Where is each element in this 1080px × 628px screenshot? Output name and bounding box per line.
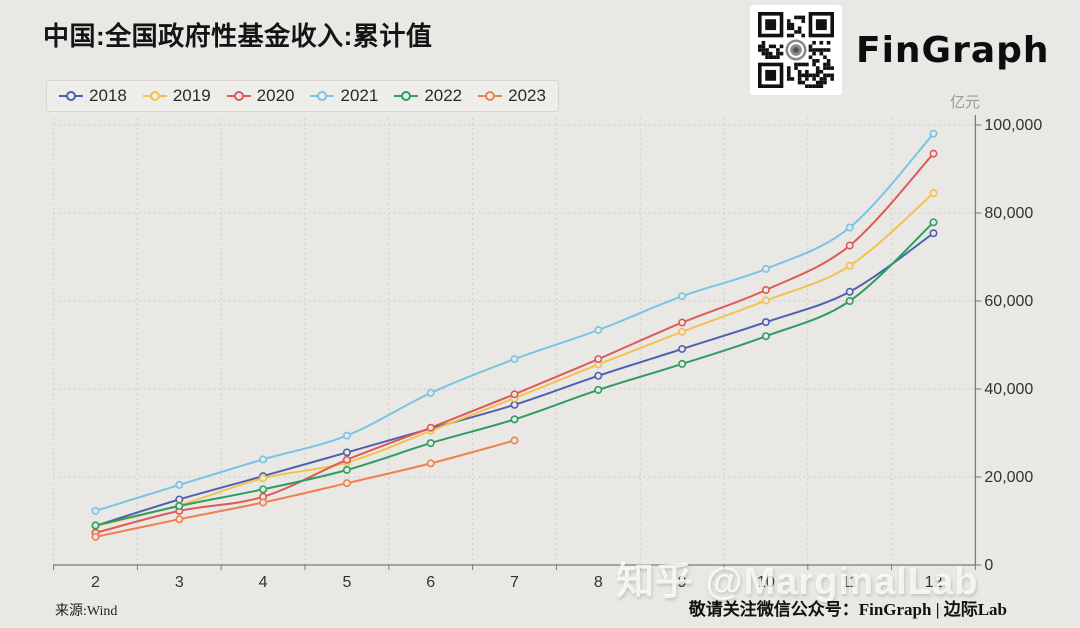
legend-marker-icon xyxy=(310,91,335,102)
brand-logo-text: FinGraph xyxy=(856,29,1050,71)
data-point-marker xyxy=(175,502,184,511)
data-point-marker xyxy=(91,521,100,530)
x-axis-tick-label: 8 xyxy=(594,574,603,591)
x-axis-tick-label: 4 xyxy=(259,574,268,591)
data-point-marker xyxy=(761,285,770,294)
y-axis-tick-label: 0 xyxy=(984,557,993,574)
data-point-marker xyxy=(594,371,603,380)
legend-item-2022[interactable]: 2022 xyxy=(394,86,462,106)
data-point-marker xyxy=(510,355,519,364)
legend-marker-icon xyxy=(142,91,167,102)
data-point-marker xyxy=(426,388,435,397)
data-point-marker xyxy=(510,390,519,399)
data-point-marker xyxy=(929,189,938,198)
data-point-marker xyxy=(594,326,603,335)
x-axis-tick-label: 5 xyxy=(342,574,351,591)
data-point-marker xyxy=(845,261,854,270)
y-axis-tick-label: 60,000 xyxy=(984,293,1033,310)
data-point-marker xyxy=(845,241,854,250)
data-point-marker xyxy=(929,129,938,138)
data-point-marker xyxy=(259,455,268,464)
data-point-marker xyxy=(175,515,184,524)
y-axis-tick-label: 100,000 xyxy=(984,117,1042,134)
data-source-label: 来源:Wind xyxy=(55,604,118,619)
data-point-marker xyxy=(342,455,351,464)
legend-item-2020[interactable]: 2020 xyxy=(226,86,295,106)
legend-label: 2023 xyxy=(508,86,546,105)
legend-marker-icon xyxy=(394,91,419,102)
data-point-marker xyxy=(426,423,435,432)
data-point-marker xyxy=(929,149,938,158)
chart-legend: 2018 2019 2020 2021 2022 2023 xyxy=(46,80,559,112)
legend-item-2023[interactable]: 2023 xyxy=(478,86,546,106)
data-point-marker xyxy=(761,318,770,327)
x-axis-tick-label: 10 xyxy=(757,574,775,591)
data-point-marker xyxy=(510,436,519,445)
data-point-marker xyxy=(510,415,519,424)
data-point-marker xyxy=(259,485,268,494)
x-axis-tick-label: 7 xyxy=(510,574,519,591)
data-point-marker xyxy=(175,480,184,489)
data-point-marker xyxy=(91,532,100,541)
data-point-marker xyxy=(761,296,770,305)
series-line-2023 xyxy=(95,439,515,538)
x-axis-tick-label: 9 xyxy=(678,574,687,591)
data-point-marker xyxy=(342,479,351,488)
legend-item-2019[interactable]: 2019 xyxy=(142,86,211,106)
data-point-marker xyxy=(845,287,854,296)
data-point-marker xyxy=(845,296,854,305)
y-axis-unit-label: 亿元 xyxy=(950,94,981,111)
data-point-marker xyxy=(342,465,351,474)
data-point-marker xyxy=(342,448,351,457)
data-point-marker xyxy=(929,229,938,238)
data-point-marker xyxy=(259,498,268,507)
y-axis-tick-label: 20,000 xyxy=(984,469,1033,486)
data-point-marker xyxy=(678,327,687,336)
data-point-marker xyxy=(426,459,435,468)
qr-code xyxy=(750,5,842,95)
data-point-marker xyxy=(845,223,854,232)
data-point-marker xyxy=(761,332,770,341)
qr-code-pattern xyxy=(758,12,834,88)
wechat-follow-note: 敬请关注微信公众号：FinGraph | 边际Lab xyxy=(689,595,1007,620)
data-point-marker xyxy=(426,439,435,448)
data-point-marker xyxy=(678,344,687,353)
x-axis-tick-label: 2 xyxy=(91,574,100,591)
wechat-follow-prefix: 敬请关注微信公众号： xyxy=(688,600,859,619)
brand-block: FinGraph xyxy=(750,5,1050,95)
data-point-marker xyxy=(678,359,687,368)
data-point-marker xyxy=(678,318,687,327)
legend-label: 2021 xyxy=(340,86,379,105)
chart-title: 中国:全国政府性基金收入:累计值 xyxy=(43,21,433,51)
legend-label: 2018 xyxy=(89,86,127,105)
data-point-marker xyxy=(91,506,100,515)
y-axis-tick-label: 40,000 xyxy=(984,381,1033,398)
wechat-account-name: FinGraph | 边际Lab xyxy=(858,600,1007,619)
x-axis-tick-label: 11 xyxy=(841,574,858,591)
y-axis-tick-label: 80,000 xyxy=(984,205,1033,222)
legend-item-2021[interactable]: 2021 xyxy=(310,86,378,106)
legend-marker-icon xyxy=(478,91,503,102)
data-point-marker xyxy=(761,264,770,273)
legend-item-2018[interactable]: 2018 xyxy=(59,86,127,106)
legend-label: 2020 xyxy=(256,86,295,105)
data-point-marker xyxy=(342,431,351,440)
data-point-marker xyxy=(929,218,938,227)
data-point-marker xyxy=(594,355,603,364)
data-point-marker xyxy=(678,292,687,301)
x-axis-tick-label: 6 xyxy=(426,574,435,591)
legend-marker-icon xyxy=(59,91,83,102)
data-point-marker xyxy=(594,385,603,394)
data-point-marker xyxy=(259,474,268,483)
data-point-marker xyxy=(510,400,519,409)
legend-label: 2022 xyxy=(424,86,463,105)
legend-marker-icon xyxy=(226,91,251,102)
x-axis-tick-label: 12 xyxy=(925,574,943,591)
legend-label: 2019 xyxy=(172,86,211,105)
x-axis-tick-label: 3 xyxy=(175,574,184,591)
